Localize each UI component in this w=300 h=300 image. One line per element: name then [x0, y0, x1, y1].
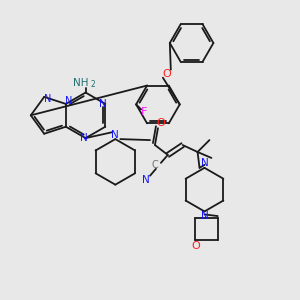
Text: O: O — [163, 69, 171, 79]
Text: N: N — [201, 158, 208, 168]
Text: N: N — [65, 96, 73, 106]
Text: O: O — [157, 118, 165, 128]
Text: NH: NH — [73, 78, 88, 88]
Text: N: N — [201, 212, 208, 221]
Text: N: N — [44, 94, 52, 104]
Text: O: O — [191, 242, 200, 251]
Text: 2: 2 — [90, 80, 95, 89]
Text: N: N — [100, 99, 107, 109]
Text: C: C — [152, 160, 158, 170]
Text: N: N — [111, 130, 119, 140]
Text: N: N — [142, 175, 150, 185]
Text: F: F — [141, 107, 147, 117]
Text: N: N — [80, 133, 88, 143]
